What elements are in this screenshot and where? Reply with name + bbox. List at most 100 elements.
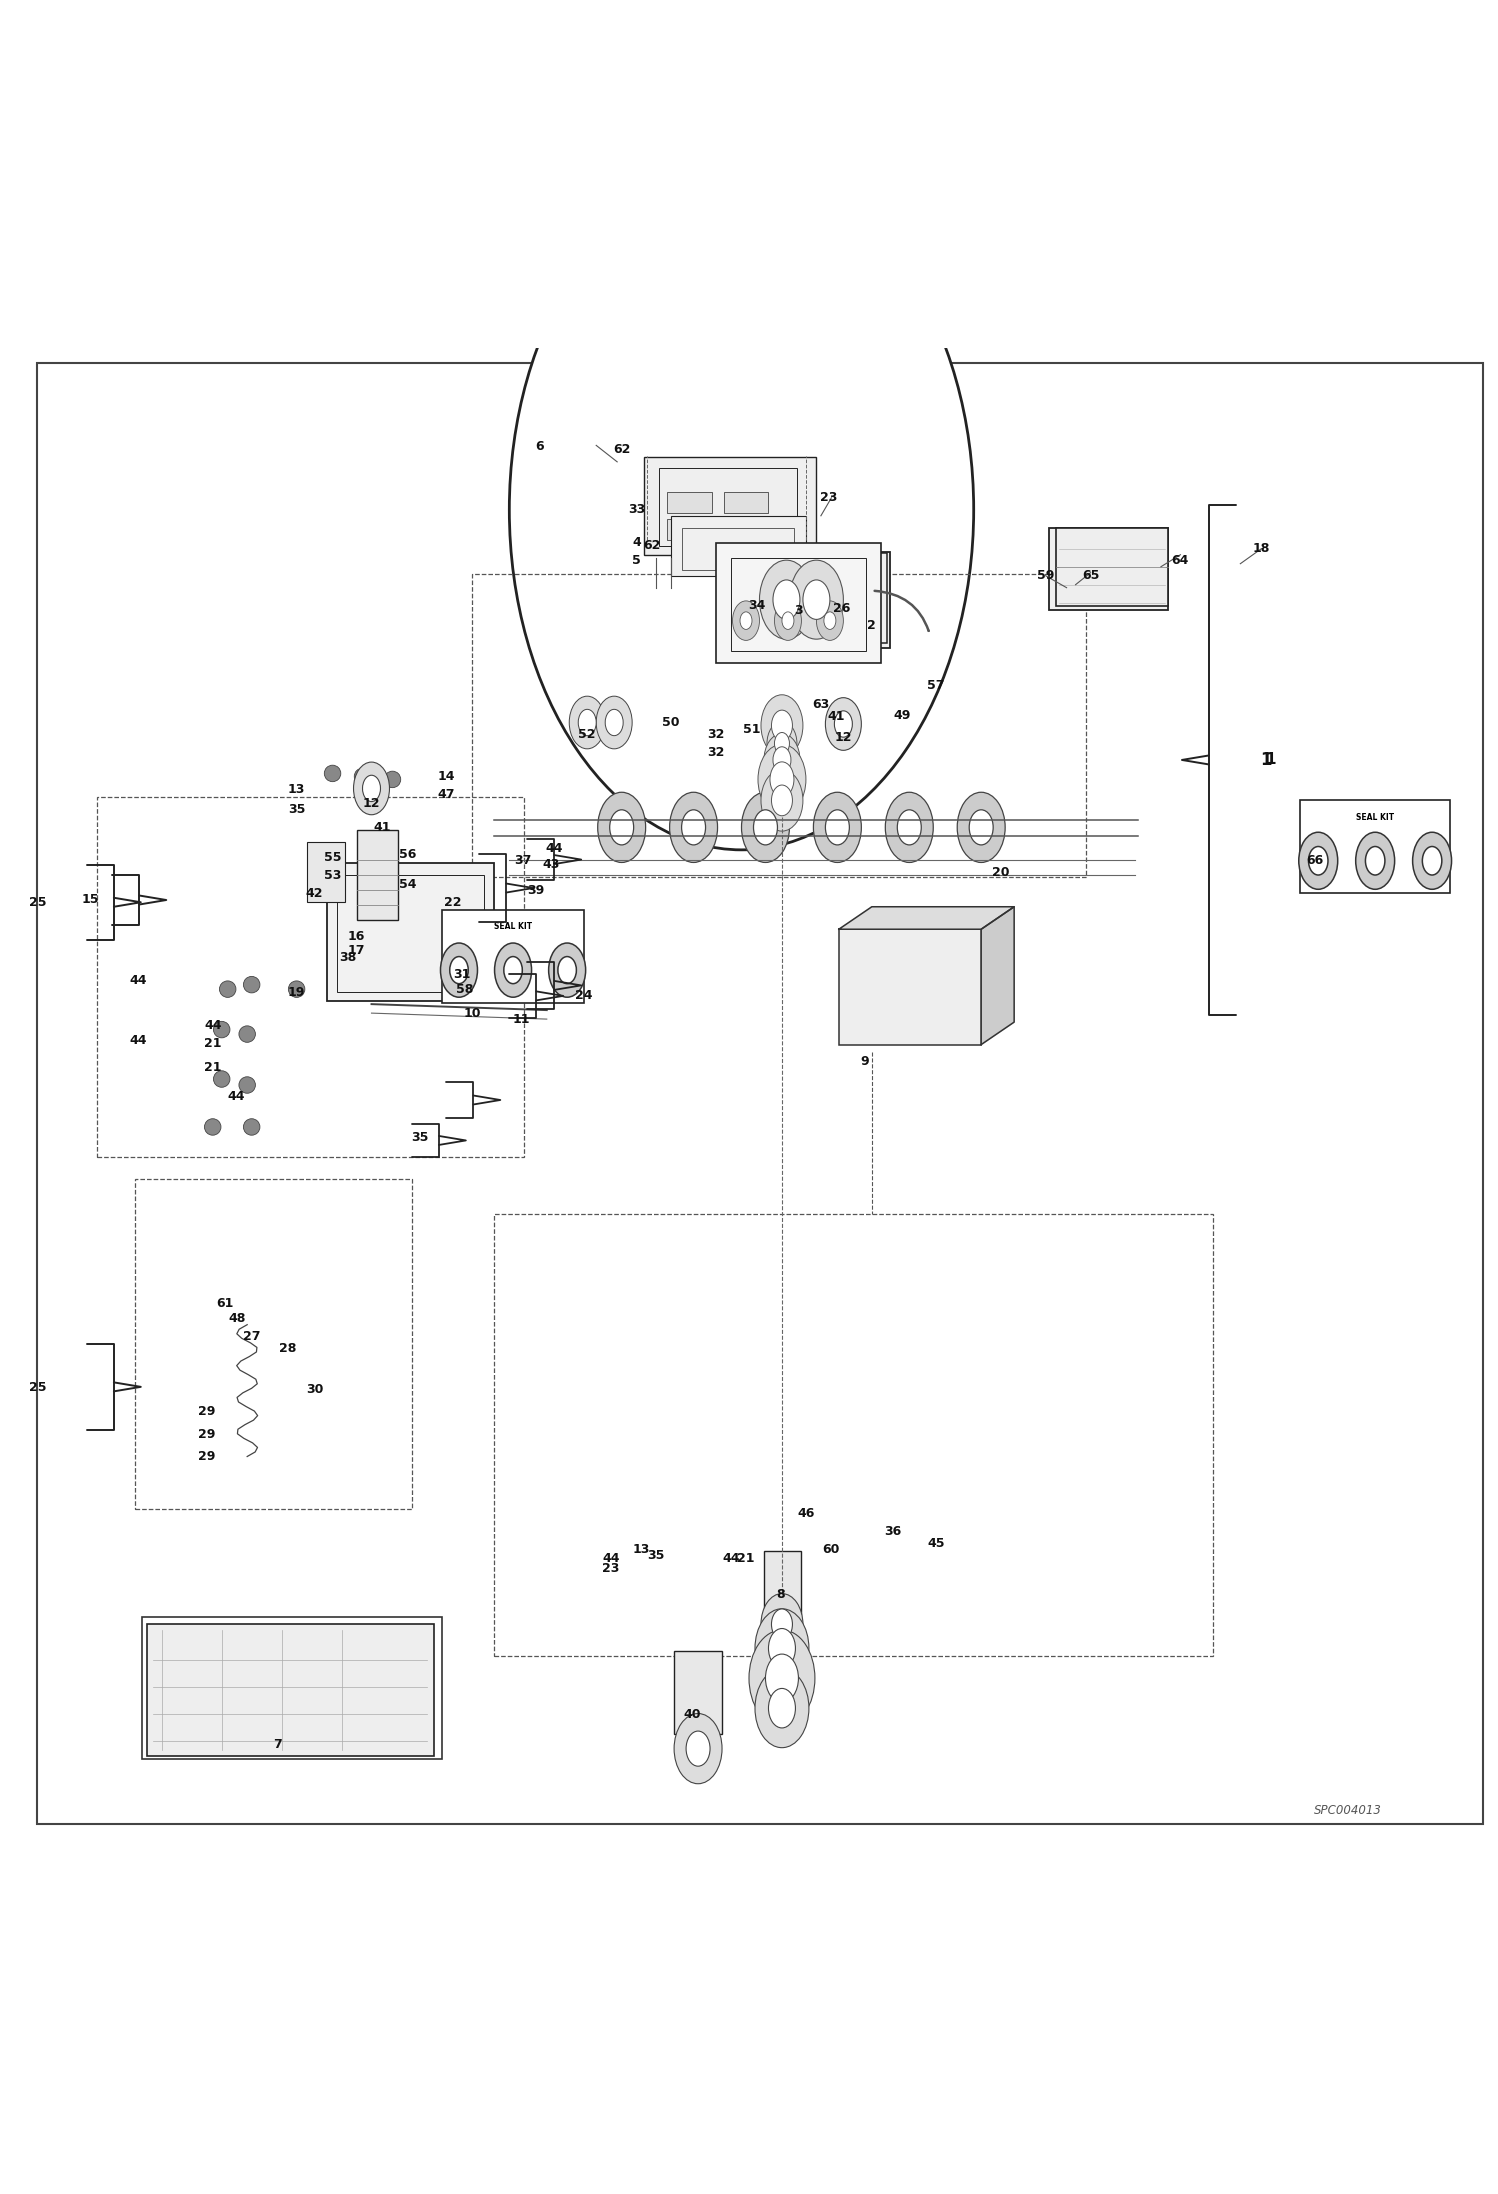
Ellipse shape — [509, 169, 974, 849]
Text: 44: 44 — [228, 1090, 246, 1104]
Ellipse shape — [449, 957, 469, 983]
Ellipse shape — [598, 792, 646, 862]
Bar — [644, 456, 816, 555]
Text: 36: 36 — [884, 1525, 902, 1538]
Text: 55: 55 — [324, 851, 342, 864]
Text: 59: 59 — [1037, 568, 1055, 581]
Bar — [142, 1617, 442, 1760]
Bar — [764, 1551, 801, 1615]
Text: 57: 57 — [927, 678, 945, 691]
Ellipse shape — [768, 1628, 795, 1667]
Text: 21: 21 — [204, 1036, 222, 1049]
Ellipse shape — [969, 810, 993, 845]
Ellipse shape — [764, 733, 800, 785]
Text: 25: 25 — [28, 1380, 46, 1393]
Text: 2: 2 — [867, 619, 876, 632]
Text: 35: 35 — [288, 803, 306, 816]
Ellipse shape — [825, 810, 849, 845]
Circle shape — [354, 768, 370, 785]
Ellipse shape — [758, 744, 806, 814]
Text: 5: 5 — [632, 555, 641, 568]
Text: 21: 21 — [737, 1551, 755, 1564]
Text: 44: 44 — [602, 1551, 620, 1564]
Text: SPC004013: SPC004013 — [1314, 1803, 1383, 1817]
Ellipse shape — [749, 1630, 815, 1727]
Text: 13: 13 — [288, 783, 306, 796]
Text: 24: 24 — [575, 989, 593, 1003]
Text: 3: 3 — [794, 603, 803, 617]
Bar — [667, 491, 712, 513]
Text: 20: 20 — [992, 867, 1010, 880]
Ellipse shape — [605, 709, 623, 735]
Ellipse shape — [686, 1731, 710, 1766]
Text: 39: 39 — [527, 884, 545, 897]
Ellipse shape — [1356, 832, 1395, 889]
Circle shape — [383, 770, 400, 788]
Bar — [749, 553, 887, 643]
Text: 23: 23 — [819, 491, 837, 505]
Circle shape — [213, 1071, 231, 1088]
Text: 65: 65 — [1082, 568, 1100, 581]
Ellipse shape — [503, 957, 523, 983]
Ellipse shape — [742, 792, 789, 862]
Polygon shape — [981, 906, 1014, 1044]
Text: 30: 30 — [306, 1382, 324, 1395]
Ellipse shape — [755, 1608, 809, 1687]
Text: 6: 6 — [535, 441, 544, 454]
Circle shape — [289, 981, 306, 998]
Ellipse shape — [674, 1714, 722, 1784]
Circle shape — [240, 1027, 255, 1042]
Ellipse shape — [440, 943, 478, 998]
Text: 52: 52 — [578, 728, 596, 742]
Text: 18: 18 — [1252, 542, 1270, 555]
Text: 48: 48 — [228, 1312, 246, 1325]
Text: 38: 38 — [339, 952, 357, 963]
Text: 35: 35 — [647, 1549, 665, 1562]
Text: 12: 12 — [363, 796, 380, 810]
Bar — [97, 796, 524, 1156]
Ellipse shape — [824, 612, 836, 630]
Text: 32: 32 — [707, 728, 725, 742]
Bar — [327, 862, 494, 1000]
Circle shape — [243, 1119, 261, 1134]
Text: 9: 9 — [860, 1055, 869, 1068]
Text: 61: 61 — [216, 1297, 234, 1310]
Text: 45: 45 — [927, 1538, 945, 1549]
Ellipse shape — [1365, 847, 1384, 875]
Ellipse shape — [557, 957, 577, 983]
Ellipse shape — [761, 695, 803, 757]
Text: 44: 44 — [204, 1018, 222, 1031]
Ellipse shape — [897, 810, 921, 845]
Ellipse shape — [1413, 832, 1452, 889]
Text: 44: 44 — [129, 974, 147, 987]
Ellipse shape — [761, 770, 803, 832]
Text: 50: 50 — [662, 715, 680, 728]
Ellipse shape — [813, 792, 861, 862]
Text: 14: 14 — [437, 770, 455, 783]
Ellipse shape — [363, 774, 380, 801]
Text: 54: 54 — [398, 878, 416, 891]
Ellipse shape — [771, 711, 792, 742]
Text: 58: 58 — [455, 983, 473, 996]
Text: 42: 42 — [306, 886, 324, 900]
Text: 28: 28 — [279, 1343, 297, 1356]
Text: 23: 23 — [602, 1562, 620, 1575]
Ellipse shape — [354, 761, 389, 814]
Text: 34: 34 — [748, 599, 765, 612]
Text: 44: 44 — [722, 1551, 740, 1564]
Ellipse shape — [816, 601, 843, 641]
Bar — [135, 1180, 412, 1509]
Ellipse shape — [548, 943, 586, 998]
Ellipse shape — [771, 785, 792, 816]
Text: 27: 27 — [243, 1330, 261, 1343]
Ellipse shape — [755, 1670, 809, 1749]
Text: SEAL KIT: SEAL KIT — [1356, 812, 1395, 821]
Text: 29: 29 — [198, 1404, 216, 1417]
Text: 29: 29 — [198, 1428, 216, 1441]
Ellipse shape — [765, 1654, 798, 1703]
Text: 26: 26 — [833, 601, 851, 614]
Text: 60: 60 — [822, 1542, 840, 1556]
Ellipse shape — [740, 612, 752, 630]
Text: 37: 37 — [514, 853, 532, 867]
Ellipse shape — [957, 792, 1005, 862]
